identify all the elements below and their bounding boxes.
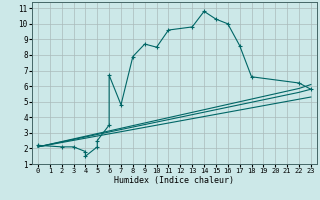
X-axis label: Humidex (Indice chaleur): Humidex (Indice chaleur) <box>115 176 234 185</box>
